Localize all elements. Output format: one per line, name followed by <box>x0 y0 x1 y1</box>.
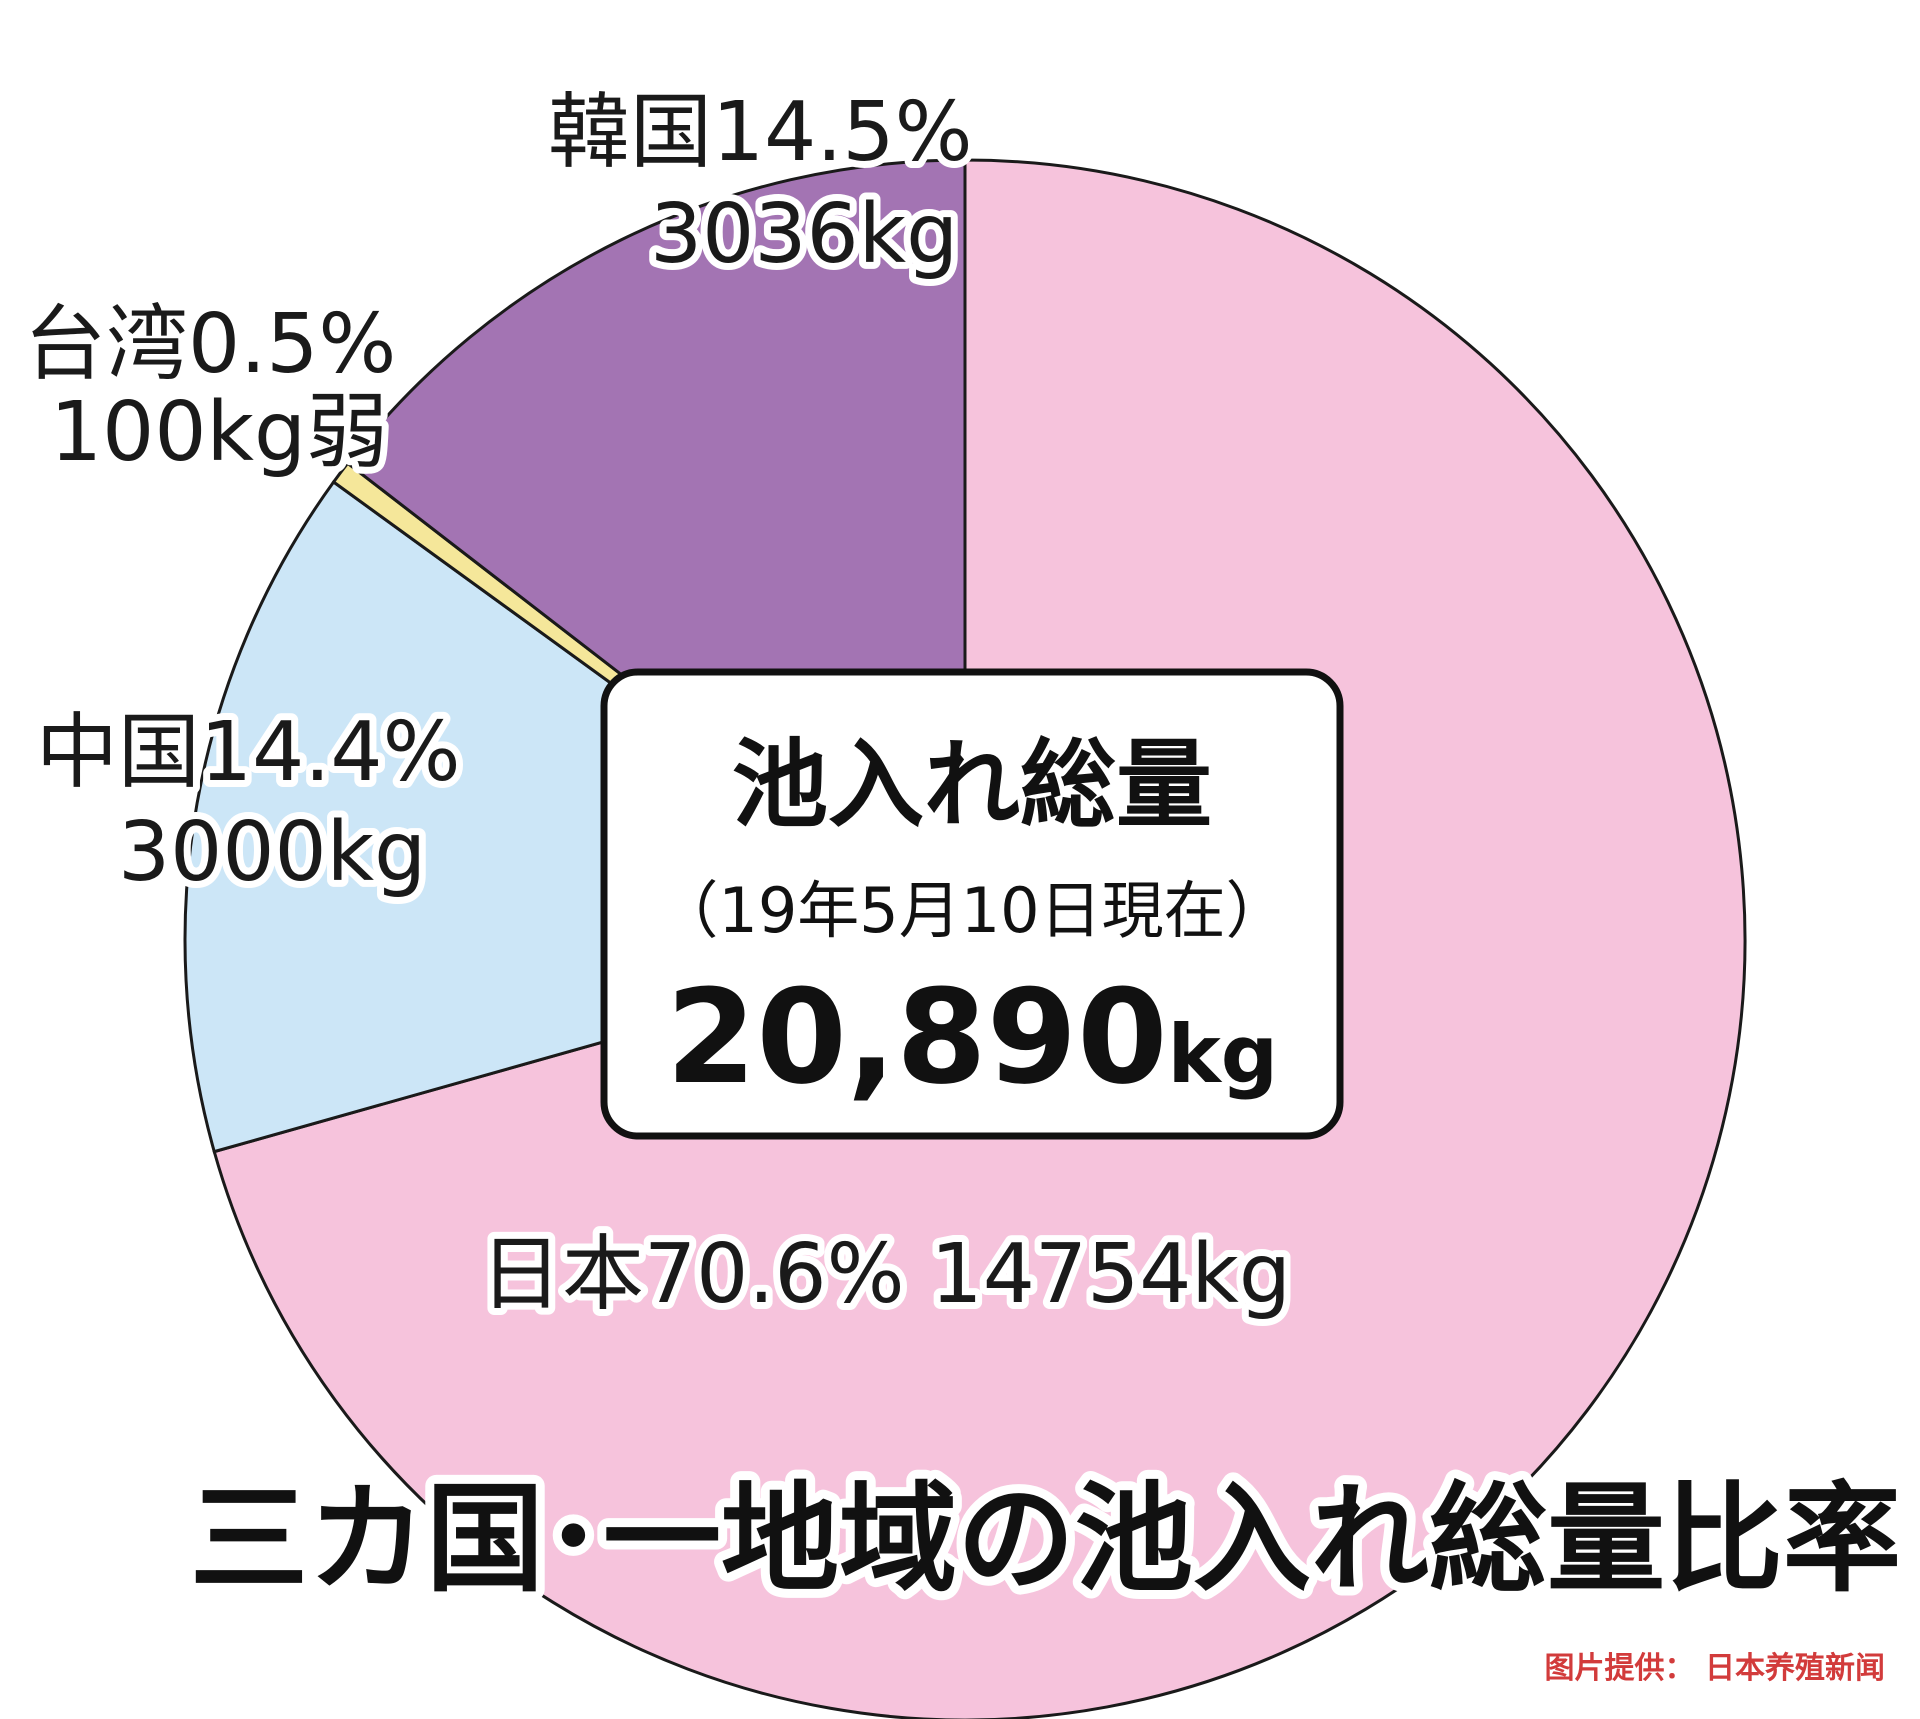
slice-label-taiwan-value: 100kg弱 <box>50 385 388 480</box>
total-amount-unit: kg <box>1168 1008 1278 1101</box>
image-credit: 图片提供： 日本养殖新闻 <box>1545 1651 1885 1686</box>
slice-label-china-percent: 中国14.4% <box>36 705 461 800</box>
slice-labels: 日本70.6% 14754kg 中国14.4% 3000kg 台湾0.5% 10… <box>17 78 1298 1329</box>
total-heading: 池入れ総量 <box>732 729 1212 841</box>
slice-label-japan: 日本70.6% 14754kg <box>480 1227 1291 1322</box>
slice-label-korea-percent: 韓国14.5% <box>548 85 973 180</box>
slice-label-china-value: 3000kg <box>118 805 426 900</box>
total-date-note: （19年5月10日現在） <box>656 874 1287 947</box>
total-box: 池入れ総量 （19年5月10日現在） 20,890kg <box>600 668 1344 1140</box>
total-amount-number: 20,890 <box>666 961 1168 1113</box>
slice-label-korea-value: 3036kg <box>650 187 958 282</box>
slice-label-taiwan-percent: 台湾0.5% <box>24 297 396 392</box>
total-amount: 20,890kg <box>666 961 1278 1113</box>
chart-title: 三カ国･一地域の池入れ総量比率 <box>190 1470 1901 1608</box>
total-box-frame <box>600 668 1344 1140</box>
